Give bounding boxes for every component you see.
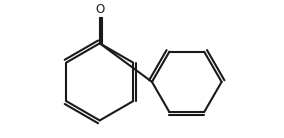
- Text: O: O: [95, 3, 104, 16]
